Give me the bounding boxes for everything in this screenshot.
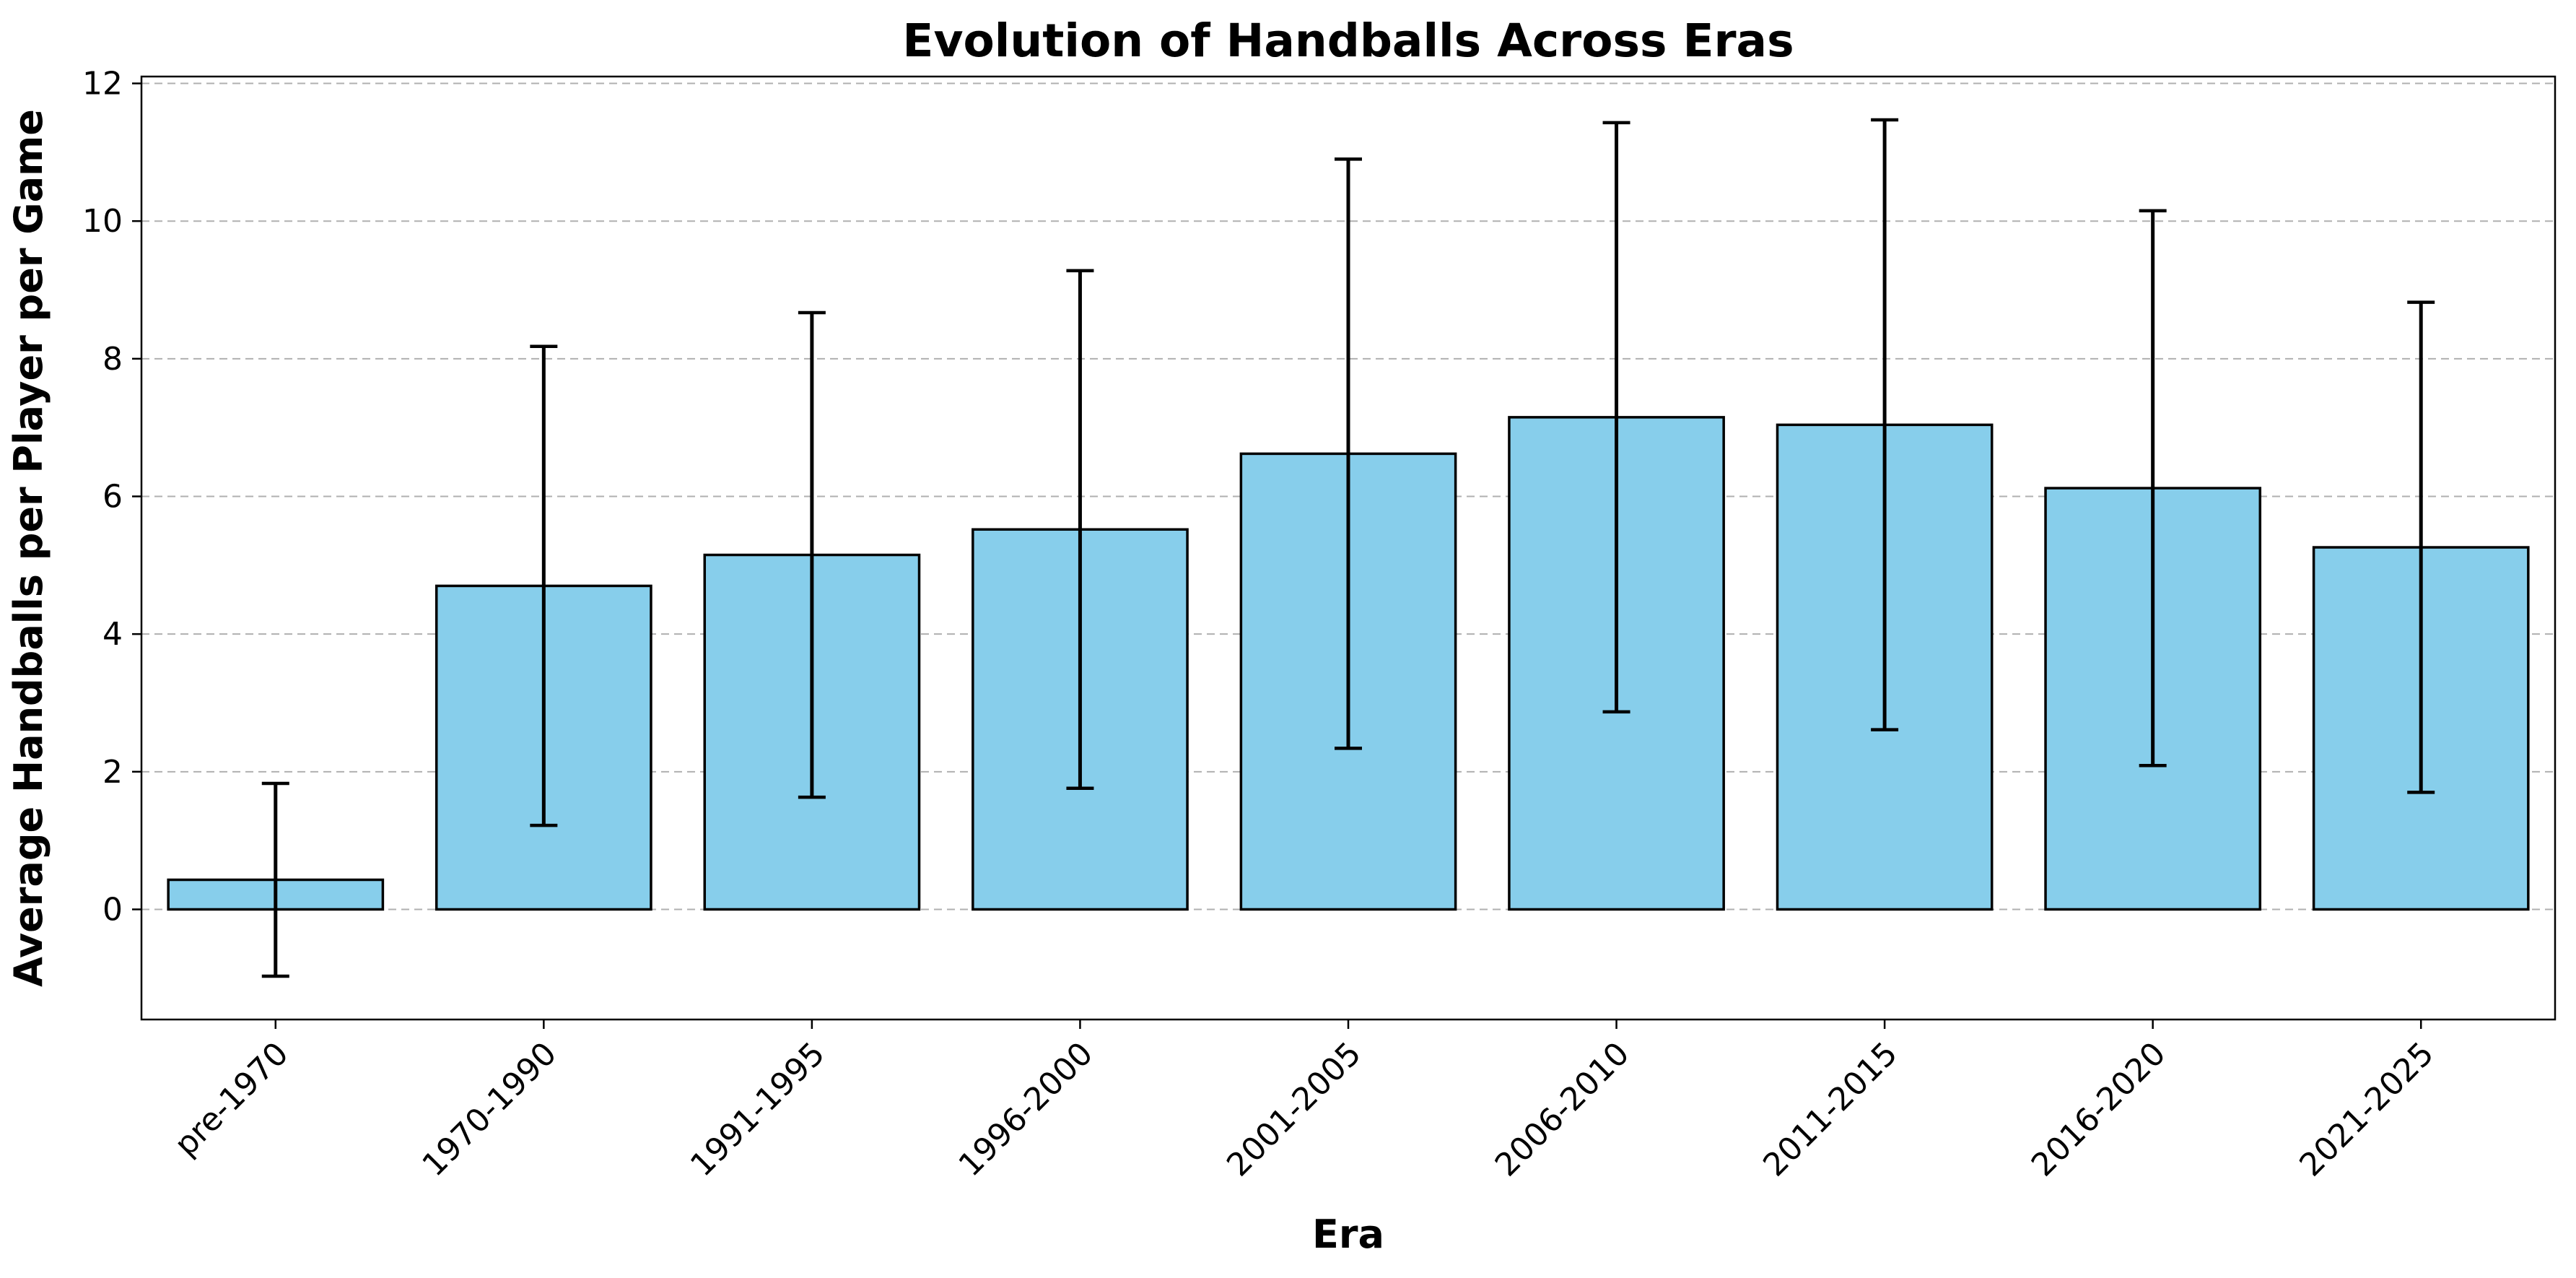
y-tick-label: 8 bbox=[102, 341, 123, 378]
error-bars bbox=[261, 118, 2435, 978]
y-tick-label: 4 bbox=[102, 616, 123, 653]
x-tick-label: 1991-1995 bbox=[684, 1035, 832, 1184]
y-tick-label: 2 bbox=[102, 754, 123, 791]
x-tick-label: 2001-2005 bbox=[1220, 1035, 1368, 1184]
y-tick-label: 0 bbox=[102, 891, 123, 928]
x-tick-label: pre-1970 bbox=[167, 1035, 295, 1163]
x-tick-label: 1996-2000 bbox=[952, 1035, 1101, 1184]
y-axis-label: Average Handballs per Player per Game bbox=[6, 109, 51, 987]
y-tick-label: 10 bbox=[82, 203, 123, 240]
x-axis-ticks: pre-1970 1970-1990 1991-1995 1996-2000 2001-… bbox=[167, 1020, 2441, 1183]
x-tick-label: 2011-2015 bbox=[1756, 1035, 1905, 1184]
x-axis-label: Era bbox=[1312, 1212, 1384, 1257]
x-tick-label: 2021-2025 bbox=[2292, 1035, 2441, 1184]
y-tick-label: 12 bbox=[82, 66, 123, 103]
y-axis-ticks: 0 2 4 6 8 10 12 bbox=[82, 66, 141, 928]
y-tick-label: 6 bbox=[102, 479, 123, 516]
chart-title: Evolution of Handballs Across Eras bbox=[902, 14, 1794, 67]
x-tick-label: 2006-2010 bbox=[1488, 1035, 1637, 1184]
x-tick-label: 2016-2020 bbox=[2025, 1035, 2173, 1184]
x-tick-label: 1970-1990 bbox=[415, 1035, 564, 1184]
